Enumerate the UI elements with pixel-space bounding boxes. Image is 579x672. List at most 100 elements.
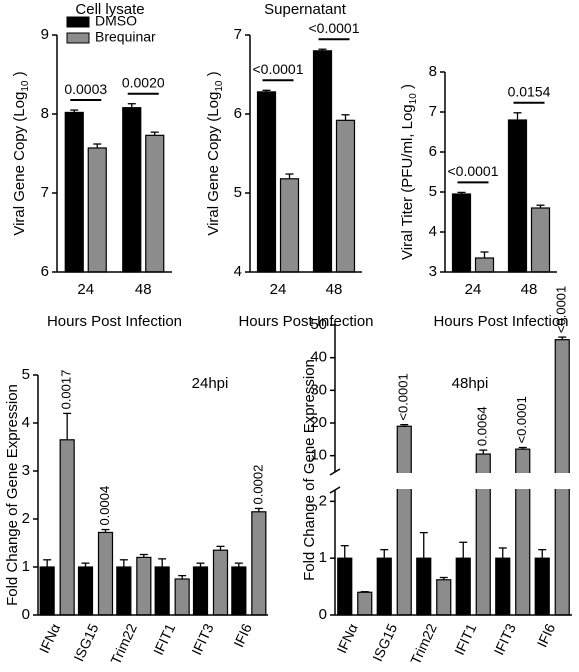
x-tick-label: 24 <box>270 281 287 298</box>
y-axis-label-part: ) <box>11 71 28 80</box>
bar <box>87 147 107 273</box>
x-tick-label: ISG15 <box>70 621 101 664</box>
bar <box>136 556 152 616</box>
x-tick-label: ISG15 <box>369 621 400 664</box>
error-bar <box>513 112 522 120</box>
y-axis-label-part: Viral Gene Copy (Log <box>205 92 222 236</box>
y-tick-label: 8 <box>429 63 437 80</box>
x-tick-label: IFIT1 <box>150 621 178 658</box>
bar <box>59 439 75 616</box>
bar <box>212 549 229 616</box>
bar <box>145 134 165 273</box>
y-tick-label: 1 <box>22 558 30 575</box>
bar <box>154 566 170 616</box>
y-axis-label-part: Fold Change of Gene Expression <box>301 359 318 581</box>
bar <box>534 557 550 616</box>
p-value: <0.0001 <box>309 20 360 36</box>
legend-swatch <box>66 32 90 44</box>
bar <box>97 531 114 616</box>
bar <box>396 425 412 616</box>
bar <box>312 50 333 273</box>
error-bar <box>285 173 294 179</box>
y-tick-label: 4 <box>22 414 30 431</box>
p-value: 0.0004 <box>97 486 112 526</box>
bar <box>337 557 353 616</box>
p-value: 0.0017 <box>59 370 74 410</box>
x-tick-label: 48 <box>135 281 152 298</box>
y-tick-label: 10 <box>310 447 327 464</box>
bar <box>174 578 190 616</box>
bar <box>279 178 300 273</box>
y-tick-label: 20 <box>310 414 327 431</box>
x-axis-label: Hours Post Infection <box>433 313 568 330</box>
axis-break-mark <box>329 468 341 476</box>
error-bar <box>63 412 72 440</box>
bar <box>251 511 267 616</box>
x-tick-label: IFIT3 <box>491 621 519 658</box>
x-tick-label: 24 <box>465 281 482 298</box>
y-axis-label-part: ) <box>399 84 416 93</box>
p-value: <0.0001 <box>514 396 529 443</box>
y-tick-label: 7 <box>41 184 49 201</box>
p-value: 0.0002 <box>250 465 265 505</box>
bar <box>436 579 452 616</box>
p-value: 0.0020 <box>122 74 165 90</box>
error-bar <box>536 204 545 208</box>
error-bar <box>479 449 488 455</box>
y-tick-label: 2 <box>22 510 30 527</box>
y-tick-label: 5 <box>22 366 30 383</box>
y-axis-label-part: ) <box>205 71 222 80</box>
legend-label: Brequinar <box>95 29 156 45</box>
error-bar <box>459 541 468 559</box>
y-tick-label: 8 <box>41 105 49 122</box>
y-tick-label: 5 <box>429 183 437 200</box>
bar <box>495 557 511 616</box>
chart-title: Cell lysate <box>75 1 144 18</box>
y-tick-label: 7 <box>429 103 437 120</box>
x-tick-label: 48 <box>521 281 538 298</box>
bar <box>376 557 392 616</box>
x-tick-label: IFIT3 <box>188 621 216 658</box>
p-value: 0.0003 <box>64 81 107 97</box>
error-bar <box>340 545 349 559</box>
x-tick-label: IFI6 <box>534 621 559 650</box>
bar <box>122 107 142 273</box>
bar <box>192 566 209 616</box>
legend-label: DMSO <box>95 13 137 29</box>
p-value: 0.0064 <box>475 406 490 446</box>
chart-title: Supernatant <box>264 1 347 18</box>
p-value: 0.0154 <box>508 84 551 100</box>
bar <box>335 119 356 273</box>
y-axis-label-part: 10 <box>214 80 225 92</box>
y-tick-label: 9 <box>41 26 49 43</box>
bar <box>64 111 84 273</box>
y-axis-label-part: 10 <box>408 93 419 105</box>
y-tick-label: 0 <box>319 606 327 623</box>
y-tick-label: 6 <box>234 105 242 122</box>
axis-break-mark <box>329 486 341 494</box>
error-bar <box>119 559 128 567</box>
x-tick-label: 48 <box>326 281 343 298</box>
bar <box>256 91 277 273</box>
error-bar <box>341 114 350 121</box>
error-bar <box>234 562 243 567</box>
error-bar <box>498 547 507 559</box>
y-axis-label: Viral Gene Copy (Log10 ) <box>205 71 225 235</box>
p-value: <0.0001 <box>554 286 569 333</box>
y-axis-label-part: Fold Change of Gene Expression <box>4 384 21 606</box>
y-axis-label: Fold Change of Gene Expression <box>301 359 318 581</box>
y-tick-label: 50 <box>310 316 327 333</box>
y-tick-label: 7 <box>234 26 242 43</box>
error-bar <box>318 48 327 51</box>
bar <box>77 566 94 616</box>
x-tick-label: Trim22 <box>407 621 440 667</box>
error-bar <box>158 558 167 567</box>
bar <box>455 557 471 616</box>
y-tick-label: 4 <box>429 223 437 240</box>
error-bar <box>150 131 159 136</box>
error-bar <box>400 423 409 427</box>
x-tick-label: Trim22 <box>107 621 140 667</box>
x-axis-label: Hours Post Infection <box>238 313 373 330</box>
y-tick-label: 1 <box>319 549 327 566</box>
